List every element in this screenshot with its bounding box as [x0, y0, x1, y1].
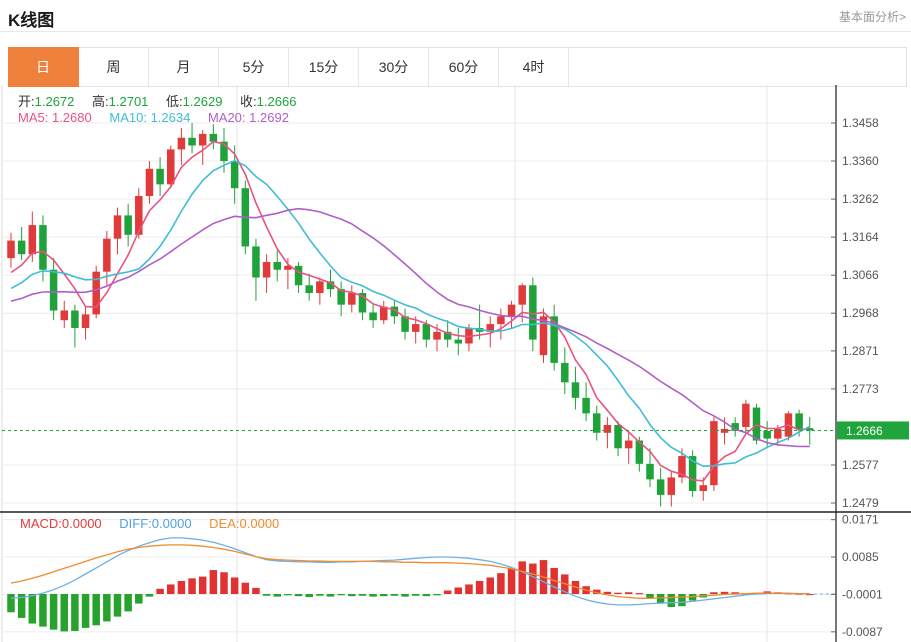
ma20-value: 1.2692 — [249, 110, 289, 125]
low-label: 低: — [166, 94, 183, 109]
close-value: 1.2666 — [256, 94, 297, 109]
svg-text:1.3164: 1.3164 — [842, 230, 879, 244]
svg-text:1.3262: 1.3262 — [842, 192, 879, 206]
tab-monthly[interactable]: 月 — [149, 48, 219, 86]
svg-text:1.2773: 1.2773 — [842, 382, 879, 396]
period-tabs: 日 周 月 5分 15分 30分 60分 4时 — [8, 47, 907, 87]
ma5-label: MA5: — [18, 110, 49, 125]
ohlc-legend: 开:1.2672 高:1.2701 低:1.2629 收:1.2666 — [18, 91, 310, 110]
macd-histogram — [7, 560, 814, 632]
ma10-value: 1.2634 — [150, 110, 191, 125]
dea-value: 0.0000 — [239, 516, 280, 531]
svg-text:1.3360: 1.3360 — [842, 154, 879, 168]
svg-text:-0.0001: -0.0001 — [842, 587, 883, 601]
ma10-label: MA10: — [109, 110, 147, 125]
svg-text:-0.0087: -0.0087 — [842, 625, 883, 639]
svg-text:1.2479: 1.2479 — [842, 496, 879, 510]
ma20-line — [10, 207, 810, 448]
current-price-label: 1.2666 — [837, 421, 909, 440]
axis-layer — [0, 85, 911, 642]
ma-legend: MA5: 1.2680 MA10: 1.2634 MA20: 1.2692 — [18, 110, 303, 125]
fundamental-analysis-link[interactable]: 基本面分析> — [838, 10, 906, 24]
macd-value: 0.0000 — [61, 516, 102, 531]
tab-daily[interactable]: 日 — [8, 47, 79, 87]
macd-legend: MACD:0.0000 DIFF:0.0000 DEA:0.0000 — [20, 516, 293, 531]
tab-15min[interactable]: 15分 — [289, 48, 359, 86]
ma10-line — [10, 159, 811, 468]
ma10-line-layer — [10, 159, 811, 468]
ma5-line-layer — [10, 140, 810, 482]
high-value: 1.2701 — [108, 94, 149, 109]
svg-text:1.2577: 1.2577 — [842, 458, 879, 472]
diff-value: 0.0000 — [151, 516, 192, 531]
tab-4hour[interactable]: 4时 — [499, 48, 569, 86]
open-label: 开: — [18, 94, 35, 109]
svg-text:1.3066: 1.3066 — [842, 268, 879, 282]
y-axis-labels: 1.3458 1.3360 1.3262 1.3164 1.3066 1.2968 1.28… — [831, 116, 883, 639]
high-label: 高: — [92, 94, 109, 109]
tab-30min[interactable]: 30分 — [359, 48, 429, 86]
svg-text:0.0171: 0.0171 — [842, 513, 879, 527]
svg-text:1.2666: 1.2666 — [846, 424, 883, 438]
ma5-line — [10, 140, 810, 482]
dea-label: DEA: — [209, 516, 240, 531]
page-title: K线图 — [8, 11, 55, 30]
close-label: 收: — [240, 94, 257, 109]
ma20-line-layer — [10, 207, 810, 448]
macd-dea-line — [10, 544, 810, 599]
svg-text:1.3458: 1.3458 — [842, 116, 879, 130]
ma5-value: 1.2680 — [51, 110, 92, 125]
header-divider — [0, 31, 911, 32]
candles-layer — [7, 123, 814, 507]
tab-60min[interactable]: 60分 — [429, 48, 499, 86]
diff-label: DIFF: — [119, 516, 152, 531]
svg-text:0.0085: 0.0085 — [842, 550, 879, 564]
svg-text:1.2871: 1.2871 — [842, 344, 879, 358]
open-value: 1.2672 — [34, 94, 75, 109]
low-value: 1.2629 — [182, 94, 223, 109]
macd-label: MACD: — [20, 516, 62, 531]
ma20-label: MA20: — [207, 110, 246, 125]
svg-text:1.2968: 1.2968 — [842, 306, 879, 320]
tab-5min[interactable]: 5分 — [219, 48, 289, 86]
tab-weekly[interactable]: 周 — [79, 48, 149, 86]
